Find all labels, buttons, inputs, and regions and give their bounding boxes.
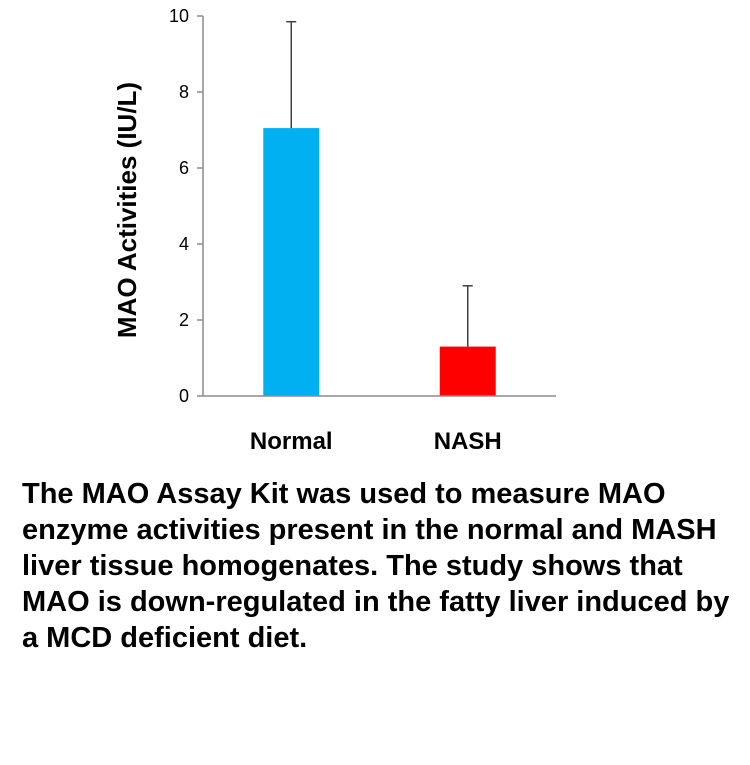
y-tick-label: 2: [179, 310, 189, 330]
y-tick-label: 4: [179, 234, 189, 254]
y-axis-title: MAO Activities (IU/L): [112, 82, 142, 338]
y-tick-label: 6: [179, 158, 189, 178]
bar-nash: [439, 346, 496, 396]
x-axis-category-labels: Normal NASH: [250, 428, 502, 455]
x-category-label: Normal: [250, 428, 333, 455]
x-category-label: NASH: [434, 428, 502, 455]
figure-caption: The MAO Assay Kit was used to measure MA…: [22, 478, 730, 654]
y-tick-label: 0: [179, 386, 189, 406]
bar-chart: 0 2 4 6 8 10 Normal NASH MAO Activities (IU/L): [112, 6, 556, 455]
bars: [263, 128, 496, 396]
bar-normal: [263, 128, 320, 396]
y-tick-label: 10: [169, 6, 189, 26]
y-tick-label: 8: [179, 82, 189, 102]
error-bars: [286, 20, 473, 347]
y-axis-ticks: 0 2 4 6 8 10: [169, 6, 203, 406]
